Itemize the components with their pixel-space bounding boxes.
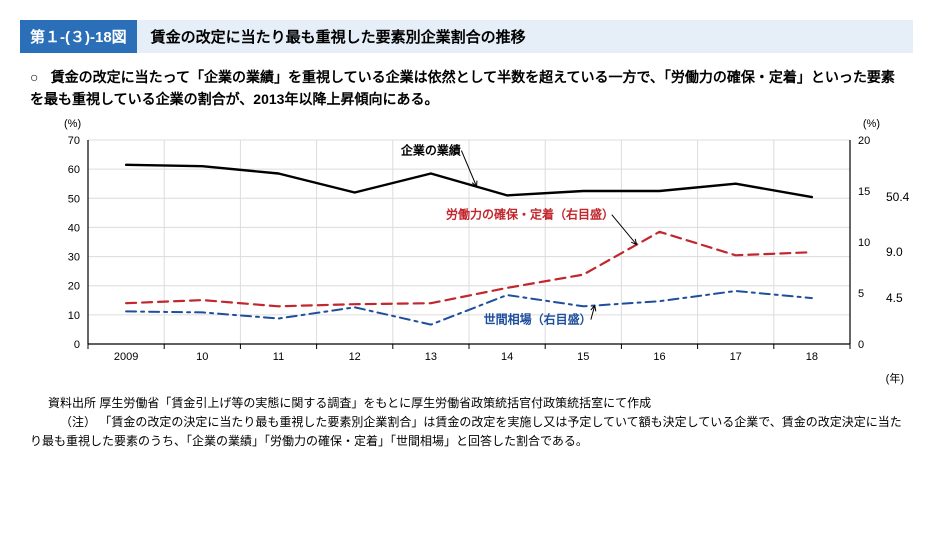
chart-svg: 0 10 20 30 40 50 60 70 0 5 10 15 20 2009 10 11 12 13 14 15 1… [30,122,910,382]
svg-text:70: 70 [68,135,80,147]
svg-text:2009: 2009 [114,351,138,363]
svg-text:4.5: 4.5 [886,291,903,305]
svg-text:5: 5 [858,288,864,300]
source-text: 厚生労働省「賃金引上げ等の実態に関する調査」をもとに厚生労働省政策統括官付政策統… [99,396,651,410]
figure-summary: ○ 賃金の改定に当たって「企業の業績」を重視している企業は依然として半数を超えて… [20,67,913,118]
svg-text:11: 11 [273,351,284,363]
line-chart: (%) (%) (年) 0102030405060700510152020091… [30,122,910,382]
svg-text:50.4: 50.4 [886,190,910,204]
svg-text:10: 10 [858,237,870,249]
svg-text:9.0: 9.0 [886,246,903,260]
svg-text:60: 60 [68,165,80,177]
svg-text:16: 16 [653,351,665,363]
svg-text:0: 0 [858,339,864,351]
svg-text:20: 20 [68,281,80,293]
svg-text:12: 12 [349,351,361,363]
svg-text:50: 50 [68,194,80,206]
svg-text:世間相場（右目盛）: 世間相場（右目盛） [484,312,592,327]
svg-text:14: 14 [501,351,513,363]
x-unit: (年) [886,370,904,386]
svg-text:18: 18 [806,351,818,363]
note-text: 「賃金の改定の決定に当たり最も重視した要素別企業割合」は賃金の改定を実施し又は予… [30,415,902,448]
figure-notes: 資料出所 厚生労働省「賃金引上げ等の実態に関する調査」をもとに厚生労働省政策統括… [20,390,913,450]
svg-text:10: 10 [68,310,80,322]
svg-text:13: 13 [425,351,437,363]
figure-title: 賃金の改定に当たり最も重視した要素別企業割合の推移 [137,20,913,53]
svg-text:15: 15 [577,351,589,363]
svg-text:30: 30 [68,252,80,264]
svg-text:労働力の確保・定着（右目盛）: 労働力の確保・定着（右目盛） [446,207,614,222]
figure-number-tag: 第１-(３)-18図 [20,20,137,53]
svg-text:40: 40 [68,223,80,235]
note-label: （注） [30,413,96,432]
y-right-unit: (%) [863,118,880,130]
svg-text:17: 17 [730,351,742,363]
svg-text:15: 15 [858,186,870,198]
bullet-icon: ○ [30,67,47,89]
svg-text:0: 0 [74,339,80,351]
source-label: 資料出所 [30,394,96,413]
svg-text:20: 20 [858,135,870,147]
summary-text: 賃金の改定に当たって「企業の業績」を重視している企業は依然として半数を超えている… [30,69,895,107]
svg-text:10: 10 [196,351,208,363]
figure-header: 第１-(３)-18図 賃金の改定に当たり最も重視した要素別企業割合の推移 [20,20,913,53]
y-left-unit: (%) [64,118,81,130]
svg-text:企業の業績: 企業の業績 [400,143,461,158]
